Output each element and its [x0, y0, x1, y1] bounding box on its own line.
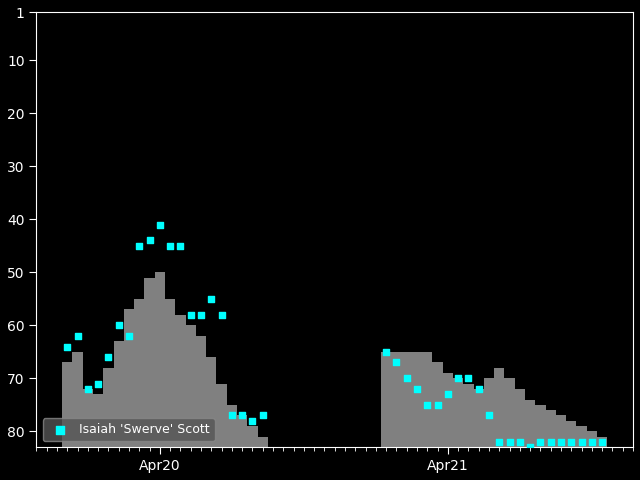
Isaiah 'Swerve' Scott [402, 374, 412, 382]
Isaiah 'Swerve' Scott [422, 401, 433, 408]
Isaiah 'Swerve' Scott [453, 374, 463, 382]
Isaiah 'Swerve' Scott [124, 332, 134, 340]
Isaiah 'Swerve' Scott [433, 401, 443, 408]
Isaiah 'Swerve' Scott [83, 385, 93, 393]
Isaiah 'Swerve' Scott [525, 444, 535, 451]
Isaiah 'Swerve' Scott [381, 348, 391, 356]
Legend: Isaiah 'Swerve' Scott: Isaiah 'Swerve' Scott [43, 418, 214, 441]
Isaiah 'Swerve' Scott [206, 295, 216, 302]
Isaiah 'Swerve' Scott [391, 359, 401, 366]
Isaiah 'Swerve' Scott [535, 438, 545, 446]
Isaiah 'Swerve' Scott [463, 374, 474, 382]
Isaiah 'Swerve' Scott [597, 438, 607, 446]
Isaiah 'Swerve' Scott [93, 380, 103, 387]
Isaiah 'Swerve' Scott [546, 438, 556, 446]
Isaiah 'Swerve' Scott [474, 385, 484, 393]
Isaiah 'Swerve' Scott [227, 411, 237, 419]
Isaiah 'Swerve' Scott [556, 438, 566, 446]
Isaiah 'Swerve' Scott [155, 221, 165, 228]
Isaiah 'Swerve' Scott [237, 411, 247, 419]
Isaiah 'Swerve' Scott [587, 438, 597, 446]
Isaiah 'Swerve' Scott [577, 438, 587, 446]
Isaiah 'Swerve' Scott [134, 242, 145, 250]
Isaiah 'Swerve' Scott [515, 438, 525, 446]
Isaiah 'Swerve' Scott [196, 311, 206, 319]
Isaiah 'Swerve' Scott [165, 242, 175, 250]
Isaiah 'Swerve' Scott [175, 242, 186, 250]
Isaiah 'Swerve' Scott [216, 311, 227, 319]
Isaiah 'Swerve' Scott [62, 343, 72, 350]
Isaiah 'Swerve' Scott [494, 438, 504, 446]
Isaiah 'Swerve' Scott [412, 385, 422, 393]
Isaiah 'Swerve' Scott [186, 311, 196, 319]
Isaiah 'Swerve' Scott [247, 417, 257, 425]
Isaiah 'Swerve' Scott [103, 353, 113, 361]
Isaiah 'Swerve' Scott [443, 390, 453, 398]
Isaiah 'Swerve' Scott [145, 237, 155, 244]
Isaiah 'Swerve' Scott [484, 411, 494, 419]
Isaiah 'Swerve' Scott [504, 438, 515, 446]
Isaiah 'Swerve' Scott [566, 438, 577, 446]
Isaiah 'Swerve' Scott [257, 411, 268, 419]
Isaiah 'Swerve' Scott [72, 332, 83, 340]
Isaiah 'Swerve' Scott [113, 322, 124, 329]
